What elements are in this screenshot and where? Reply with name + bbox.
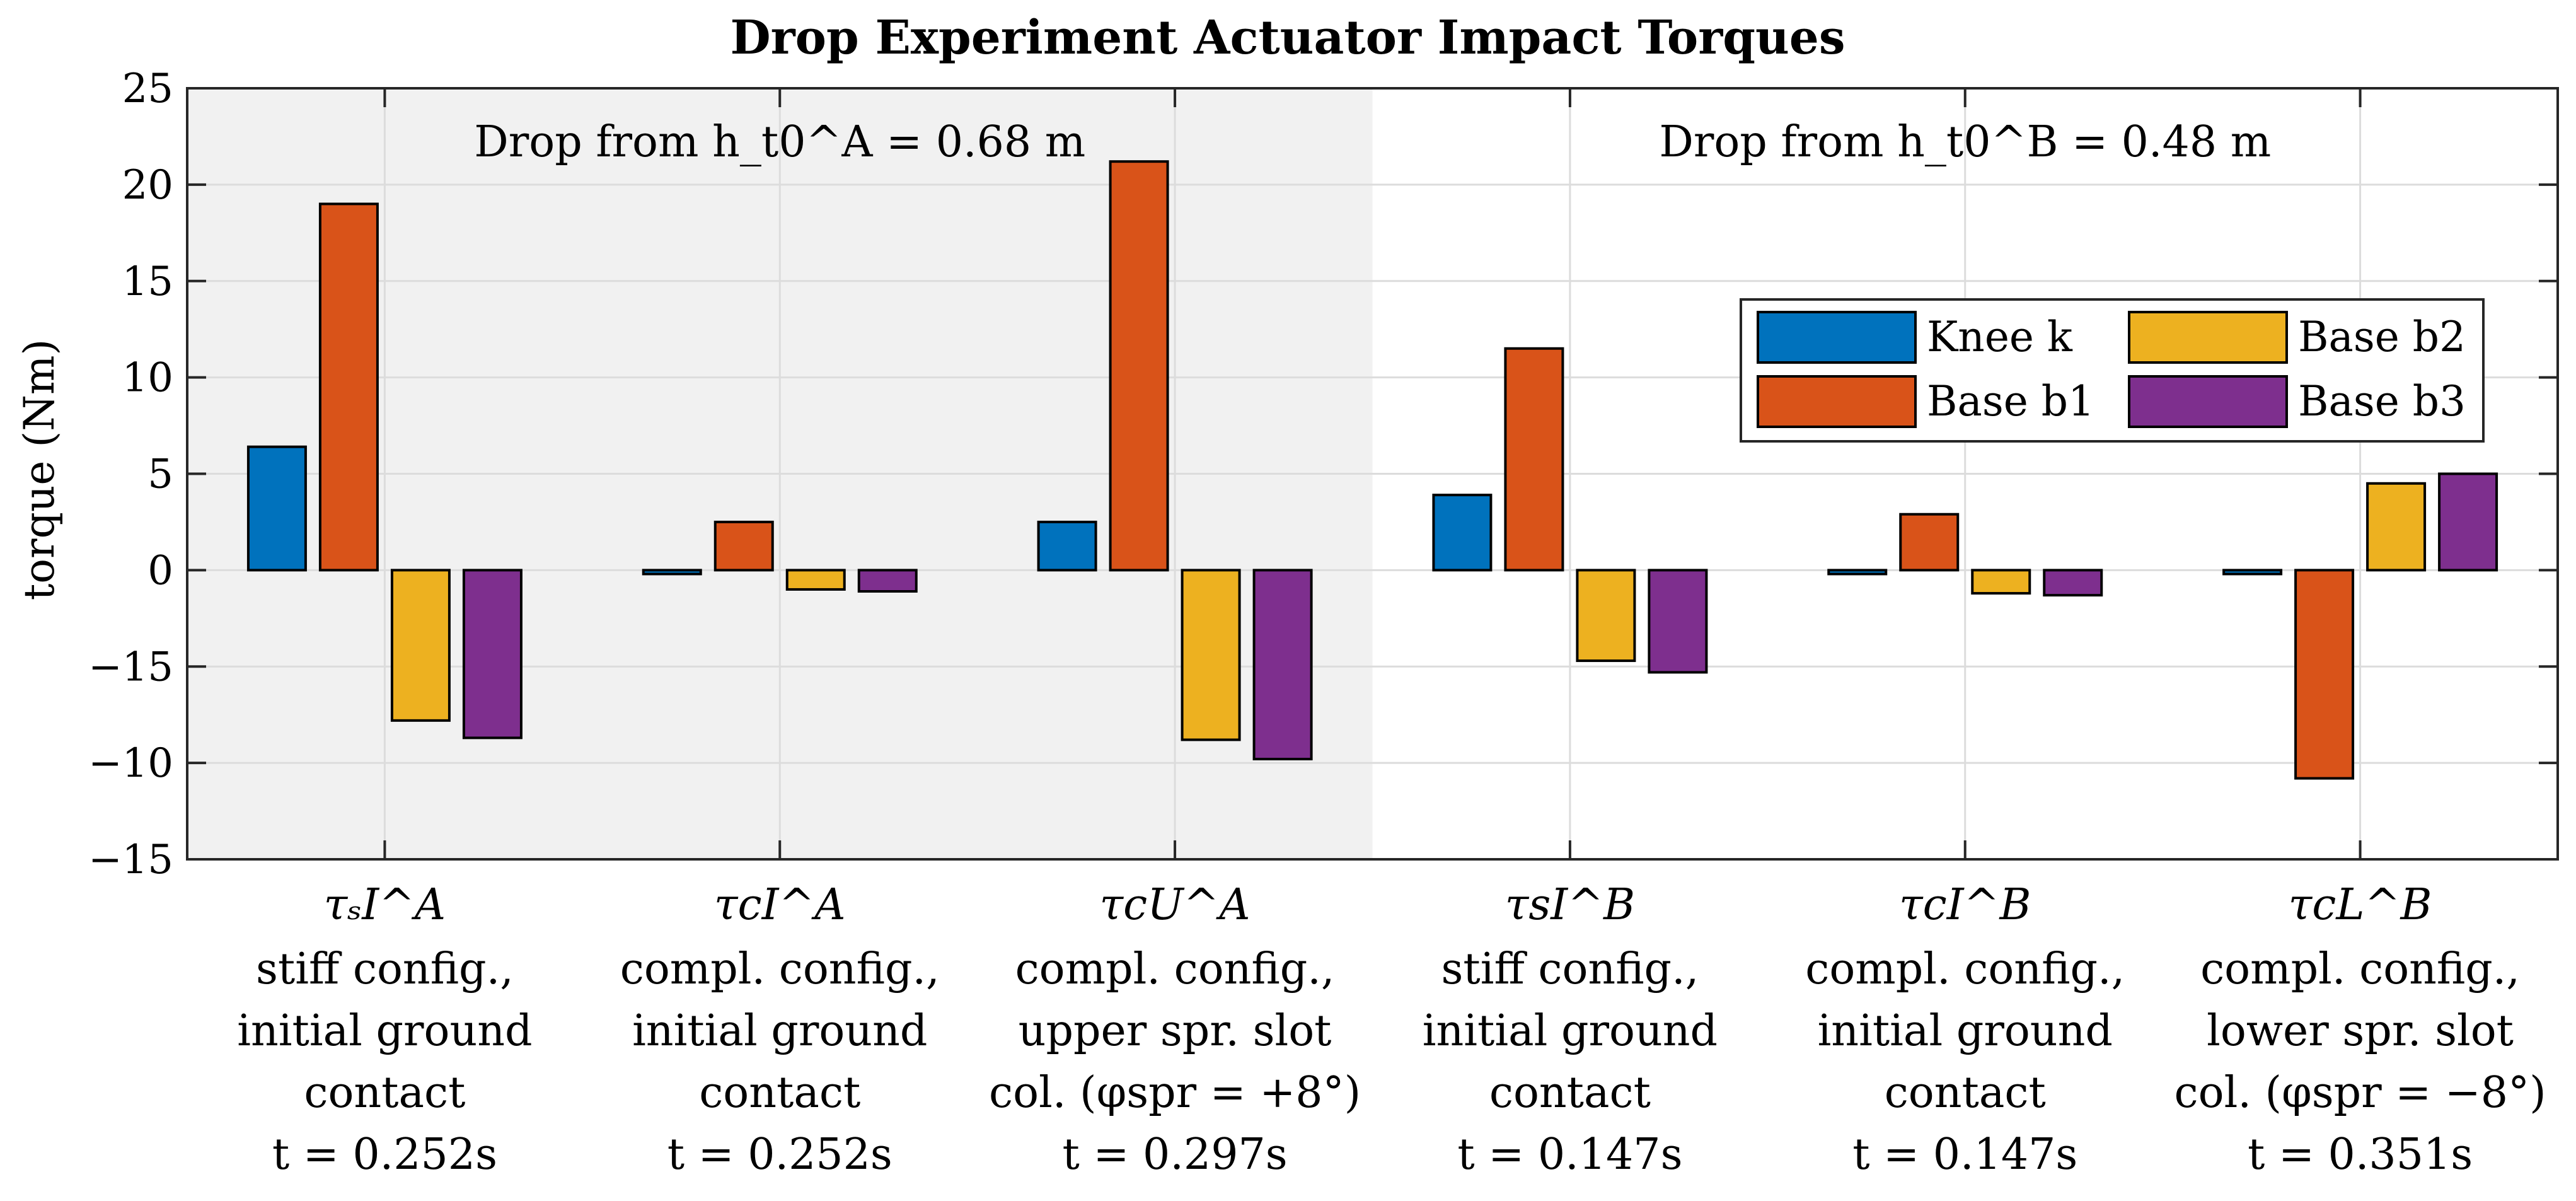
y-tick-label: 20: [122, 162, 173, 209]
x-tick-label-line: col. (φspr = +8°): [989, 1068, 1361, 1118]
y-tick-label: −15: [88, 644, 173, 690]
bar: [1109, 160, 1169, 572]
x-tick-label-line: t = 0.252s: [667, 1130, 892, 1180]
x-tick-symbol: τcI^A: [714, 880, 846, 930]
y-tick-label: 15: [122, 258, 173, 305]
x-tick-symbol: τsI^B: [1505, 880, 1635, 930]
bar: [1181, 569, 1241, 741]
x-tick-label-line: initial ground: [632, 1006, 927, 1056]
bar: [2294, 569, 2355, 780]
bar: [1252, 569, 1313, 761]
x-tick-label-line: compl. config.,: [1805, 944, 2125, 994]
bar: [2366, 482, 2427, 572]
x-tick-label-line: initial ground: [1818, 1006, 2113, 1056]
region-label: Drop from h_t0^B = 0.48 m: [1659, 117, 2271, 167]
x-tick-label-line: stiff config.,: [1441, 944, 1699, 994]
x-tick-symbol: τcU^A: [1100, 880, 1250, 930]
legend-label: Base b1: [1927, 377, 2094, 426]
axis-ticks: [187, 87, 2558, 861]
x-tick-label-line: contact: [304, 1068, 465, 1118]
bar: [1971, 569, 2031, 595]
x-tick-label-line: contact: [699, 1068, 860, 1118]
x-tick-label-line: contact: [1885, 1068, 2046, 1118]
legend-label: Base b2: [2298, 313, 2466, 361]
bar: [1432, 494, 1493, 572]
bar: [1827, 569, 1888, 576]
x-tick-label-line: t = 0.351s: [2248, 1130, 2473, 1180]
y-tick-label: 25: [122, 66, 173, 112]
y-tick-label: −15: [88, 837, 173, 883]
bar: [1504, 347, 1564, 572]
x-tick-label-line: initial ground: [1423, 1006, 1718, 1056]
x-tick-label-line: compl. config.,: [2200, 944, 2520, 994]
legend-swatch: [2128, 375, 2288, 428]
x-tick-symbol: τcL^B: [2289, 880, 2432, 930]
x-tick-symbol: τcI^B: [1899, 880, 2031, 930]
y-tick-label: −10: [88, 740, 173, 787]
x-tick-label-line: col. (φspr = −8°): [2175, 1068, 2546, 1118]
bar: [390, 569, 451, 722]
x-tick-label-line: compl. config.,: [620, 944, 940, 994]
x-tick-label-line: lower spr. slot: [2207, 1006, 2514, 1056]
bars: [246, 160, 2498, 780]
legend-swatch: [1757, 311, 1917, 364]
bar: [1037, 520, 1097, 572]
bar: [857, 569, 918, 593]
x-tick-label-line: t = 0.297s: [1063, 1130, 1288, 1180]
x-tick-label-line: initial ground: [237, 1006, 532, 1056]
bar: [713, 520, 774, 572]
bar: [2043, 569, 2103, 597]
y-tick-label: 0: [147, 547, 173, 594]
bar: [1648, 569, 1708, 674]
y-tick-label: 5: [147, 451, 173, 498]
bar: [785, 569, 846, 591]
x-tick-labels: τₛI^A stiff config., initial ground contact…: [237, 880, 2546, 1180]
chart-title: Drop Experiment Actuator Impact Torques: [730, 11, 1845, 65]
y-tick-labels: 25 20 15 10 5 0 −15 −10 −15: [88, 66, 173, 883]
legend-swatch: [1757, 375, 1917, 428]
bar: [1576, 569, 1636, 663]
legend: Knee k Base b1 Base b2 Base b3: [1740, 298, 2485, 443]
bar: [462, 569, 523, 740]
bar: [642, 569, 702, 576]
region-label: Drop from h_t0^A = 0.68 m: [474, 117, 1085, 167]
x-tick-label-line: stiff config.,: [256, 944, 514, 994]
legend-swatch: [2128, 311, 2288, 364]
x-tick-label-line: compl. config.,: [1015, 944, 1335, 994]
x-tick-symbol: τₛI^A: [324, 880, 446, 930]
legend-label: Base b3: [2298, 377, 2466, 426]
x-tick-label-line: upper spr. slot: [1019, 1006, 1332, 1056]
y-tick-label: 10: [122, 355, 173, 402]
bar: [2222, 569, 2283, 576]
bar: [2438, 472, 2498, 572]
legend-label: Knee k: [1927, 313, 2073, 361]
x-tick-label-line: t = 0.147s: [1852, 1130, 2077, 1180]
bar: [1899, 513, 1960, 572]
x-tick-label-line: t = 0.147s: [1457, 1130, 1682, 1180]
x-tick-label-line: contact: [1489, 1068, 1651, 1118]
bar: [318, 202, 379, 572]
bar: [246, 445, 307, 572]
region-labels: Drop from h_t0^A = 0.68 m Drop from h_t0^…: [474, 117, 2271, 167]
y-axis-label: torque (Nm): [15, 339, 64, 600]
x-tick-label-line: t = 0.252s: [272, 1130, 497, 1180]
